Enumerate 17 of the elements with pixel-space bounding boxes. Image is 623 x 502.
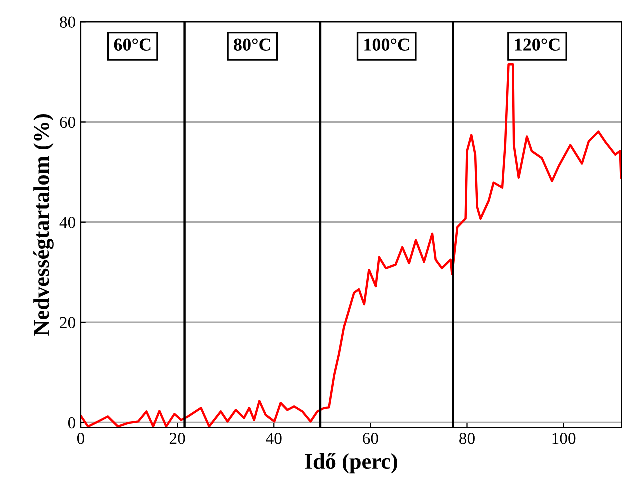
x-tick-label: 40 bbox=[266, 433, 282, 444]
y-tick-label: 40 bbox=[60, 217, 76, 228]
y-tick-label: 80 bbox=[60, 16, 76, 28]
x-tick-label: 60 bbox=[363, 433, 378, 444]
y-axis-title: Nedvességtartalom (%) bbox=[34, 114, 54, 336]
x-axis-title: Idő (perc) bbox=[305, 453, 398, 474]
annotation: 60°C bbox=[114, 38, 151, 51]
x-tick-label: 20 bbox=[170, 433, 186, 444]
annotation: 120°C bbox=[515, 38, 560, 51]
x-tick-label: 100 bbox=[552, 433, 576, 444]
y-tick-label: 20 bbox=[60, 317, 76, 328]
y-tick-label: 0 bbox=[68, 417, 76, 429]
annotation: 80°C bbox=[234, 38, 270, 51]
y-tick-label: 60 bbox=[60, 116, 76, 128]
x-tick-label: 80 bbox=[460, 433, 475, 444]
x-tick-label: 0 bbox=[77, 433, 85, 444]
annotation: 100°C bbox=[364, 38, 410, 51]
